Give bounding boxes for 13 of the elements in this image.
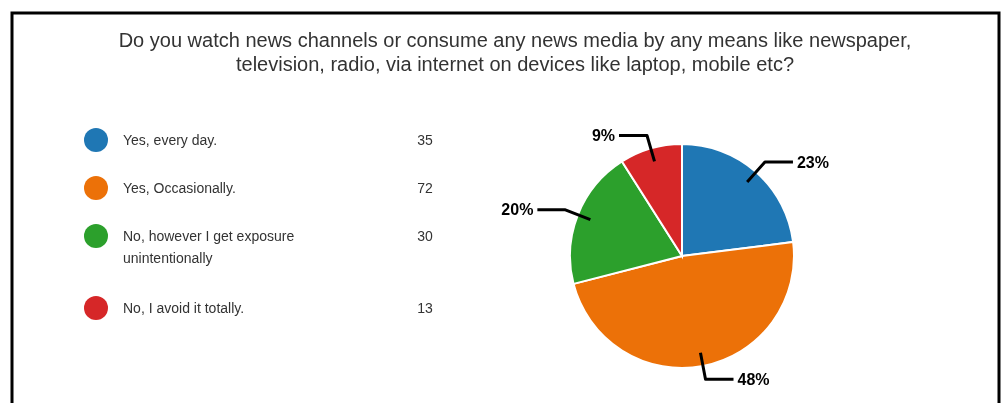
legend-label: No, however I get exposure unintentionally bbox=[123, 227, 295, 267]
text: 72 bbox=[417, 179, 433, 196]
data-label: 9% bbox=[591, 127, 615, 145]
data-label: 20% bbox=[501, 201, 534, 219]
text: 13 bbox=[417, 299, 433, 316]
chart-title: Do you watch news channels or consume any news media by any means like newspaper, television, radio, via internet on devices like laptop, mobile etc? bbox=[118, 29, 912, 75]
text: 35 bbox=[417, 131, 433, 148]
legend-label: No, I avoid it totally. bbox=[123, 299, 245, 316]
data-label: 23% bbox=[796, 153, 829, 171]
text: 30 bbox=[417, 227, 433, 244]
data-label: 48% bbox=[737, 370, 770, 388]
legend-label: Yes, every day. bbox=[123, 131, 218, 148]
legend-label: Yes, Occasionally. bbox=[123, 179, 236, 196]
